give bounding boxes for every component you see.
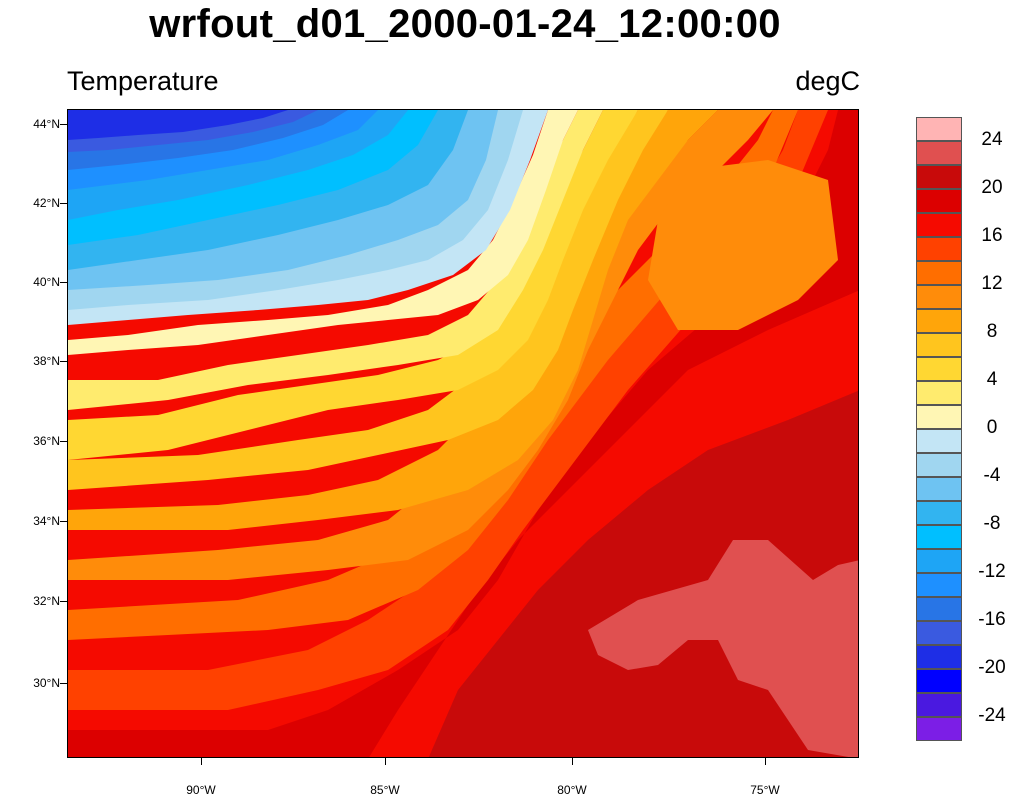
contour-band-10-12 — [68, 110, 773, 580]
colorbar-label: -8 — [983, 513, 1001, 534]
colorbar-swatch — [916, 357, 962, 381]
colorbar-swatch — [916, 117, 962, 141]
temperature-map — [67, 109, 859, 758]
colorbar-swatch — [916, 573, 962, 597]
lat-label-36: 36°N — [33, 434, 60, 448]
lat-label-34: 34°N — [33, 514, 60, 528]
colorbar-swatch — [916, 669, 962, 693]
colorbar-swatch — [916, 165, 962, 189]
contour-band-22-24 — [588, 540, 858, 757]
contour-band-0-2 — [68, 110, 578, 355]
colorbar-label: -24 — [978, 705, 1006, 726]
colorbar-label: -16 — [978, 609, 1006, 630]
contour-band-minus20-minus18 — [68, 110, 288, 140]
lon-label-85w: 85°W — [370, 783, 400, 797]
colorbar-swatch — [916, 285, 962, 309]
colorbar-swatch — [916, 309, 962, 333]
contour-band-2-4 — [68, 110, 603, 410]
colorbar-swatch — [916, 645, 962, 669]
lat-tick — [60, 203, 67, 204]
colorbar-swatch — [916, 597, 962, 621]
colorbar-label: -4 — [983, 465, 1001, 486]
lat-tick — [60, 282, 67, 283]
plot-title: wrfout_d01_2000-01-24_12:00:00 — [149, 2, 781, 46]
lat-label-44: 44°N — [33, 117, 60, 131]
contour-band-6-8 — [68, 110, 668, 490]
lat-label-30: 30°N — [33, 676, 60, 690]
lat-tick — [60, 601, 67, 602]
colorbar-label: 20 — [981, 177, 1003, 198]
units-label: degC — [795, 66, 860, 96]
lat-tick — [60, 683, 67, 684]
lat-label-42: 42°N — [33, 196, 60, 210]
colorbar-swatch — [916, 429, 962, 453]
colorbar-swatch — [916, 381, 962, 405]
colorbar-swatch — [916, 453, 962, 477]
lat-tick — [60, 441, 67, 442]
colorbar-swatch — [916, 621, 962, 645]
colorbar-swatch — [916, 213, 962, 237]
lat-tick — [60, 521, 67, 522]
colorbar-swatch — [916, 501, 962, 525]
colorbar-label: -20 — [978, 657, 1006, 678]
colorbar-swatch — [916, 333, 962, 357]
lon-tick — [572, 758, 573, 765]
colorbar-label: 16 — [981, 225, 1003, 246]
lat-label-32: 32°N — [33, 594, 60, 608]
lon-tick — [385, 758, 386, 765]
variable-name: Temperature — [67, 66, 219, 96]
colorbar-label: 4 — [986, 369, 998, 390]
contour-field — [68, 110, 858, 757]
colorbar-swatch — [916, 693, 962, 717]
lat-label-38: 38°N — [33, 354, 60, 368]
lon-tick — [765, 758, 766, 765]
lat-tick — [60, 124, 67, 125]
colorbar-label: 24 — [981, 129, 1003, 150]
colorbar-swatch — [916, 405, 962, 429]
colorbar-label: 12 — [981, 273, 1003, 294]
contour-band-14-16 — [68, 110, 828, 710]
lon-label-75w: 75°W — [750, 783, 780, 797]
colorbar-swatch — [916, 717, 962, 741]
lon-label-90w: 90°W — [186, 783, 216, 797]
colorbar-label: 0 — [986, 417, 998, 438]
colorbar-swatch — [916, 141, 962, 165]
colorbar-label: 8 — [986, 321, 998, 342]
colorbar-label: -12 — [978, 561, 1006, 582]
lon-tick — [201, 758, 202, 765]
colorbar-swatch — [916, 477, 962, 501]
contour-band-10-12-patch — [648, 160, 838, 330]
lat-label-40: 40°N — [33, 275, 60, 289]
colorbar-swatch — [916, 237, 962, 261]
lon-label-80w: 80°W — [557, 783, 587, 797]
contour-band-8-10 — [68, 110, 718, 530]
colorbar-swatch — [916, 189, 962, 213]
colorbar-swatch — [916, 525, 962, 549]
colorbar-swatch — [916, 261, 962, 285]
lat-tick — [60, 361, 67, 362]
colorbar-swatch — [916, 549, 962, 573]
